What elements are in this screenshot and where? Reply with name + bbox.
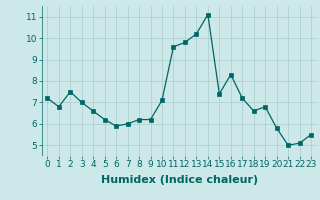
X-axis label: Humidex (Indice chaleur): Humidex (Indice chaleur) xyxy=(100,175,258,185)
